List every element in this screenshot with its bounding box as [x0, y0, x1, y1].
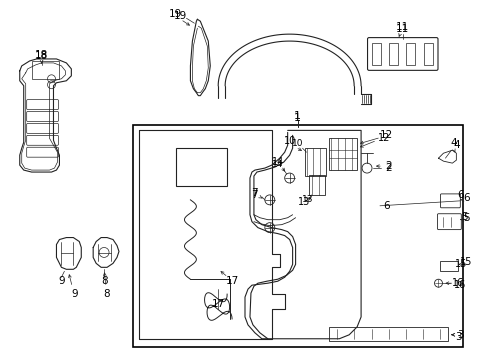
Bar [388, 43, 397, 65]
Text: 2: 2 [385, 161, 391, 171]
Text: 13: 13 [301, 195, 313, 204]
Text: 9: 9 [58, 276, 64, 286]
Text: 5: 5 [462, 213, 468, 223]
Text: 14: 14 [271, 159, 283, 168]
Text: 16: 16 [451, 278, 464, 288]
Text: 18: 18 [35, 51, 48, 61]
Text: 13: 13 [298, 197, 310, 207]
Text: 15: 15 [454, 259, 467, 269]
Text: 7: 7 [251, 188, 258, 198]
Text: 1: 1 [293, 112, 301, 121]
Text: 4: 4 [452, 140, 459, 150]
Bar [309, 175, 325, 195]
Text: 3: 3 [456, 330, 463, 340]
Text: 6: 6 [462, 193, 468, 203]
Bar [175, 148, 226, 186]
Text: 9: 9 [71, 289, 78, 299]
Text: 12: 12 [380, 130, 393, 140]
Bar [304, 148, 325, 176]
Text: 7: 7 [251, 190, 258, 200]
Text: 19: 19 [174, 11, 187, 21]
Text: 14: 14 [271, 157, 284, 167]
Text: 6: 6 [456, 190, 463, 200]
Text: 2: 2 [385, 163, 391, 173]
Text: 10: 10 [283, 136, 295, 146]
Text: 11: 11 [395, 24, 408, 34]
Text: 8: 8 [102, 289, 109, 299]
Text: 19: 19 [168, 9, 182, 19]
Text: 10: 10 [291, 139, 303, 148]
Text: 5: 5 [460, 212, 467, 222]
Text: 17: 17 [211, 299, 224, 309]
Bar [328, 138, 356, 170]
Text: 17: 17 [225, 276, 238, 286]
Bar [440, 261, 457, 271]
Bar [32, 61, 60, 79]
Text: 3: 3 [454, 332, 461, 342]
Text: 12: 12 [377, 133, 389, 143]
Text: 1: 1 [293, 113, 301, 123]
Text: 11: 11 [395, 22, 408, 32]
Text: 8: 8 [101, 276, 107, 286]
Bar [406, 43, 414, 65]
Text: 18: 18 [35, 50, 48, 60]
Text: 4: 4 [449, 138, 456, 148]
Bar [133, 125, 462, 347]
Text: 6: 6 [383, 201, 389, 211]
Text: 16: 16 [453, 280, 466, 290]
Text: 15: 15 [459, 257, 471, 267]
Bar [328, 327, 447, 341]
Bar [423, 43, 432, 65]
Bar [371, 43, 380, 65]
